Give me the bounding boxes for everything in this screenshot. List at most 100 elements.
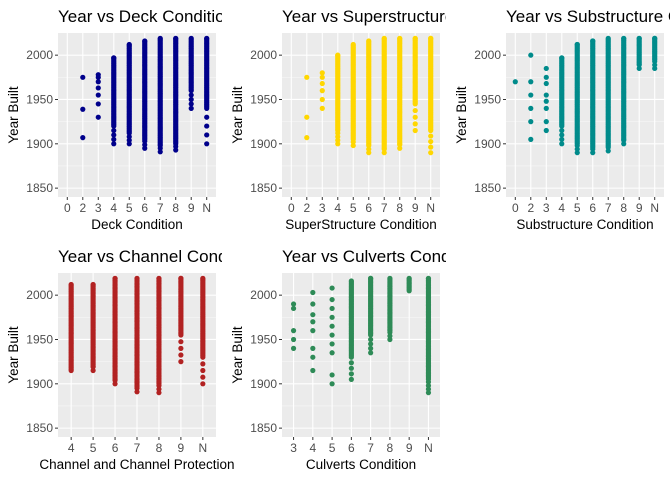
data-point bbox=[290, 305, 297, 312]
y-tick-label: 1900 bbox=[474, 137, 501, 151]
data-point bbox=[368, 341, 374, 347]
x-tick-label: 6 bbox=[348, 441, 355, 455]
x-axis-title: Deck Condition bbox=[91, 217, 183, 232]
x-tick-label: 2 bbox=[79, 201, 86, 215]
data-point bbox=[200, 361, 206, 367]
data-point bbox=[329, 285, 335, 291]
data-point bbox=[412, 107, 418, 114]
panel-title: Year vs Culverts Condition bbox=[282, 247, 482, 266]
x-tick-label: 4 bbox=[334, 201, 341, 215]
data-point bbox=[652, 35, 658, 41]
data-point bbox=[126, 41, 132, 48]
data-point bbox=[329, 314, 335, 320]
data-point bbox=[111, 132, 117, 138]
data-point bbox=[543, 74, 549, 80]
y-tick-label: 1850 bbox=[474, 181, 501, 195]
data-point bbox=[134, 275, 140, 281]
data-point bbox=[112, 275, 118, 281]
x-tick-label: 4 bbox=[558, 201, 565, 215]
y-tick-label: 1950 bbox=[26, 332, 53, 346]
points-layer bbox=[304, 35, 434, 156]
x-tick-label: 5 bbox=[350, 201, 357, 215]
data-point bbox=[95, 72, 101, 78]
data-point bbox=[543, 105, 549, 111]
data-point bbox=[204, 123, 210, 129]
data-point bbox=[80, 135, 86, 141]
points-layer bbox=[68, 275, 206, 396]
data-point bbox=[95, 85, 101, 91]
data-point bbox=[605, 35, 611, 41]
y-tick-label: 1950 bbox=[26, 92, 53, 106]
y-tick-label: 1850 bbox=[250, 181, 277, 195]
data-point bbox=[310, 345, 316, 351]
x-tick-label: 7 bbox=[367, 441, 374, 455]
data-point bbox=[528, 105, 534, 111]
x-tick-label: 3 bbox=[95, 201, 102, 215]
data-point bbox=[412, 127, 418, 134]
data-point bbox=[310, 312, 316, 318]
data-point bbox=[412, 35, 418, 41]
data-point bbox=[319, 88, 325, 94]
data-point bbox=[68, 281, 74, 288]
y-tick-label: 2000 bbox=[250, 48, 277, 62]
data-point bbox=[95, 92, 101, 98]
x-tick-label: 8 bbox=[156, 441, 163, 455]
data-point bbox=[200, 381, 206, 387]
x-tick-label: 9 bbox=[188, 201, 195, 215]
x-tick-label: 5 bbox=[90, 441, 97, 455]
data-point bbox=[90, 281, 96, 288]
y-axis-title: Year Built bbox=[6, 86, 21, 144]
data-point bbox=[310, 367, 316, 374]
data-point bbox=[368, 275, 374, 281]
y-axis-title: Year Built bbox=[230, 86, 245, 144]
data-point bbox=[329, 305, 335, 312]
data-point bbox=[310, 289, 316, 296]
data-point bbox=[387, 275, 393, 281]
data-point bbox=[428, 138, 434, 145]
panel-1: 1850 1900 1950 2000 0 2 3 4 5 6 7 8 9 N Deck Condition… bbox=[6, 7, 222, 232]
data-point bbox=[574, 41, 580, 48]
x-tick-label: 5 bbox=[126, 201, 133, 215]
data-point bbox=[590, 38, 596, 44]
data-point bbox=[319, 70, 325, 76]
x-tick-label: 7 bbox=[134, 441, 141, 455]
x-tick-label: 4 bbox=[68, 441, 75, 455]
y-tick-label: 1950 bbox=[250, 332, 277, 346]
data-point bbox=[543, 92, 549, 98]
data-point bbox=[204, 35, 210, 41]
panel-title: Year vs Channel Condition bbox=[58, 247, 259, 266]
data-point bbox=[348, 278, 354, 284]
data-point bbox=[559, 136, 565, 142]
data-point bbox=[406, 275, 412, 281]
x-axis-title: Substructure Condition bbox=[516, 217, 653, 232]
data-point bbox=[428, 133, 434, 139]
data-point bbox=[111, 141, 117, 147]
data-point bbox=[428, 144, 434, 150]
x-tick-label: 7 bbox=[605, 201, 612, 215]
data-point bbox=[528, 52, 534, 58]
data-point bbox=[543, 127, 549, 134]
x-tick-label: 3 bbox=[290, 441, 297, 455]
data-point bbox=[200, 275, 206, 281]
data-point bbox=[559, 127, 565, 134]
data-point bbox=[319, 80, 325, 87]
points-layer bbox=[290, 275, 432, 396]
data-point bbox=[319, 96, 325, 103]
data-point bbox=[173, 35, 179, 41]
x-tick-label: 9 bbox=[178, 441, 185, 455]
x-tick-label: 6 bbox=[112, 441, 119, 455]
data-point bbox=[381, 35, 387, 41]
x-tick-label: 5 bbox=[574, 201, 581, 215]
data-point bbox=[368, 345, 374, 351]
data-point bbox=[329, 341, 335, 347]
x-axis-title: Channel and Channel Protection bbox=[39, 457, 234, 472]
plot-background bbox=[282, 273, 440, 437]
data-point bbox=[142, 38, 148, 44]
data-point bbox=[335, 52, 341, 58]
data-point bbox=[188, 101, 194, 107]
data-point bbox=[200, 374, 206, 380]
x-tick-label: 9 bbox=[412, 201, 419, 215]
data-point bbox=[350, 41, 356, 48]
data-point bbox=[178, 359, 184, 365]
x-tick-label: 8 bbox=[396, 201, 403, 215]
